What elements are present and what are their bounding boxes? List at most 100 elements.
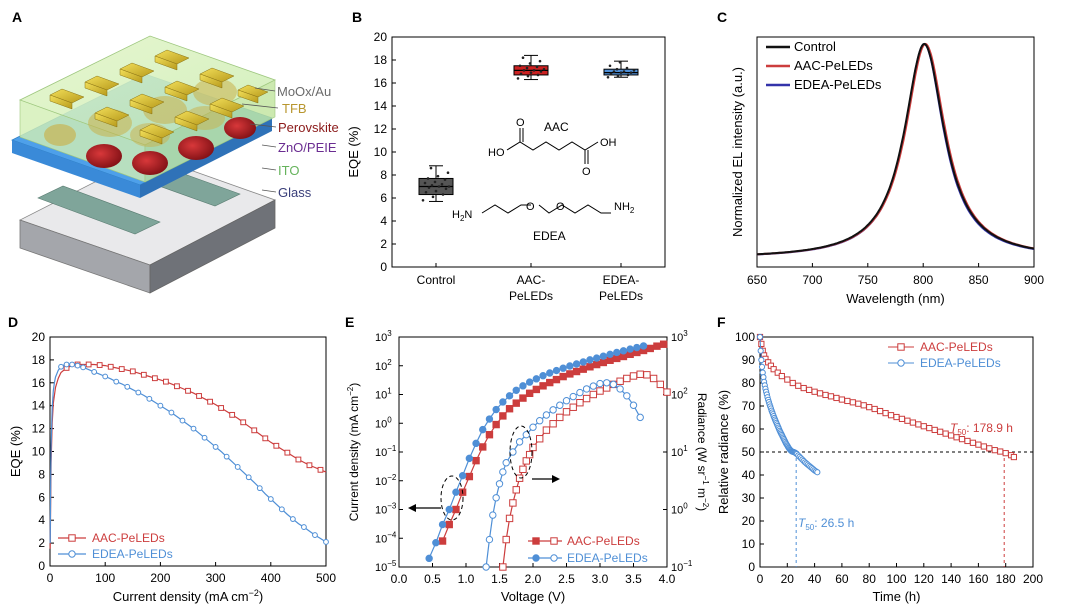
data-point	[445, 505, 453, 514]
data-point	[146, 395, 153, 402]
data-point	[447, 185, 451, 188]
data-point	[472, 439, 480, 448]
y-axis-title: Relative radiance (%)	[716, 390, 731, 514]
x-tick-label: 0.5	[424, 572, 441, 586]
data-point	[576, 388, 584, 397]
x-tick-label: 180	[996, 572, 1016, 586]
data-point	[997, 448, 1004, 455]
data-point	[529, 423, 537, 431]
tick-exp: 1	[683, 444, 688, 453]
y-right-axis-title: Radiance (W sr−1 m−2)	[695, 393, 710, 511]
data-point	[915, 421, 922, 428]
data-point	[596, 387, 604, 395]
tick-base: 10	[375, 361, 387, 373]
data-point	[535, 65, 539, 69]
legend-label: AAC-PeLEDs	[92, 531, 165, 545]
data-point	[827, 393, 835, 400]
data-point	[572, 360, 581, 368]
y-axis-title: EQE (%)	[8, 426, 23, 477]
y-tick-label: 10	[742, 537, 756, 551]
annotation-ellipse-right	[509, 425, 533, 479]
data-point	[424, 190, 428, 194]
data-point	[446, 171, 450, 174]
aac-oh: OH	[600, 137, 617, 149]
y-tick-label: 2	[38, 536, 45, 550]
x-tick-label: 650	[747, 273, 767, 287]
data-point	[566, 370, 574, 378]
data-point	[814, 469, 821, 476]
x-tick-label: 120	[914, 572, 934, 586]
series-line-1	[757, 42, 1035, 256]
data-point	[609, 72, 613, 76]
y-left-tick-label: 100	[375, 415, 392, 430]
data-point	[129, 368, 136, 375]
y-right-tick-label: 103	[671, 329, 688, 344]
data-point	[301, 524, 307, 530]
y-tick-label: 4	[38, 513, 45, 527]
x-axis-title-sup: −2	[249, 588, 259, 598]
data-point	[465, 454, 474, 463]
y-left-tick-label: 10−5	[375, 559, 397, 574]
data-point	[592, 360, 601, 369]
tick-exp: −1	[683, 559, 693, 568]
x-tick-label: 500	[316, 571, 336, 585]
data-point	[502, 535, 510, 544]
tick-exp: 1	[387, 387, 392, 396]
data-point	[207, 398, 213, 405]
data-point	[472, 456, 480, 465]
data-point	[499, 563, 507, 571]
data-point	[811, 388, 818, 395]
tick-exp: −2	[387, 473, 397, 482]
x-tick-label: 900	[1024, 273, 1044, 287]
data-point	[458, 471, 467, 480]
x-tick-label: 800	[913, 273, 933, 287]
data-point	[267, 496, 274, 502]
data-point	[599, 352, 608, 360]
data-point	[566, 362, 574, 370]
data-point	[440, 182, 444, 186]
legend-label: EDEA-PeLEDs	[92, 547, 173, 561]
data-point	[525, 450, 534, 459]
y-left-tick-label: 101	[375, 387, 392, 402]
data-point	[612, 70, 616, 73]
x-tick-label-line2: PeLEDs	[509, 289, 553, 303]
data-point	[502, 459, 510, 467]
data-point	[893, 413, 900, 421]
data-point	[615, 67, 619, 71]
data-point	[623, 392, 631, 400]
tick-exp: −3	[387, 502, 397, 511]
data-point	[240, 419, 247, 426]
data-point	[806, 386, 813, 393]
data-point	[552, 375, 561, 384]
data-point	[986, 445, 993, 452]
y-left-title-main: Current density (mA cm	[347, 396, 361, 521]
data-point	[582, 394, 591, 403]
tick-exp: 2	[387, 358, 392, 367]
data-point	[295, 456, 302, 463]
legend-label: AAC-PeLEDs	[567, 534, 640, 548]
data-point	[519, 394, 527, 402]
data-point	[636, 370, 644, 378]
el-spectrum-panel: C 650 700 750 800 850 900 Wavelength (nm) Normal…	[717, 9, 1044, 306]
data-point	[931, 426, 938, 434]
data-point	[546, 369, 554, 377]
legend-marker-filled	[532, 537, 540, 545]
data-point	[168, 409, 175, 416]
data-point	[185, 387, 191, 394]
data-point	[623, 374, 631, 383]
y-tick-label: 12	[32, 422, 46, 436]
tick-base: 10	[375, 447, 387, 459]
data-point	[926, 424, 933, 432]
data-point	[539, 70, 543, 73]
data-point	[849, 399, 856, 406]
data-point	[562, 397, 571, 405]
y-tick-label: 8	[380, 168, 387, 182]
data-point	[479, 443, 487, 451]
data-point	[539, 372, 547, 380]
data-point	[758, 363, 766, 370]
arrowhead-right	[552, 475, 560, 483]
data-point	[616, 74, 620, 78]
data-point	[284, 449, 291, 456]
data-point	[522, 457, 530, 465]
